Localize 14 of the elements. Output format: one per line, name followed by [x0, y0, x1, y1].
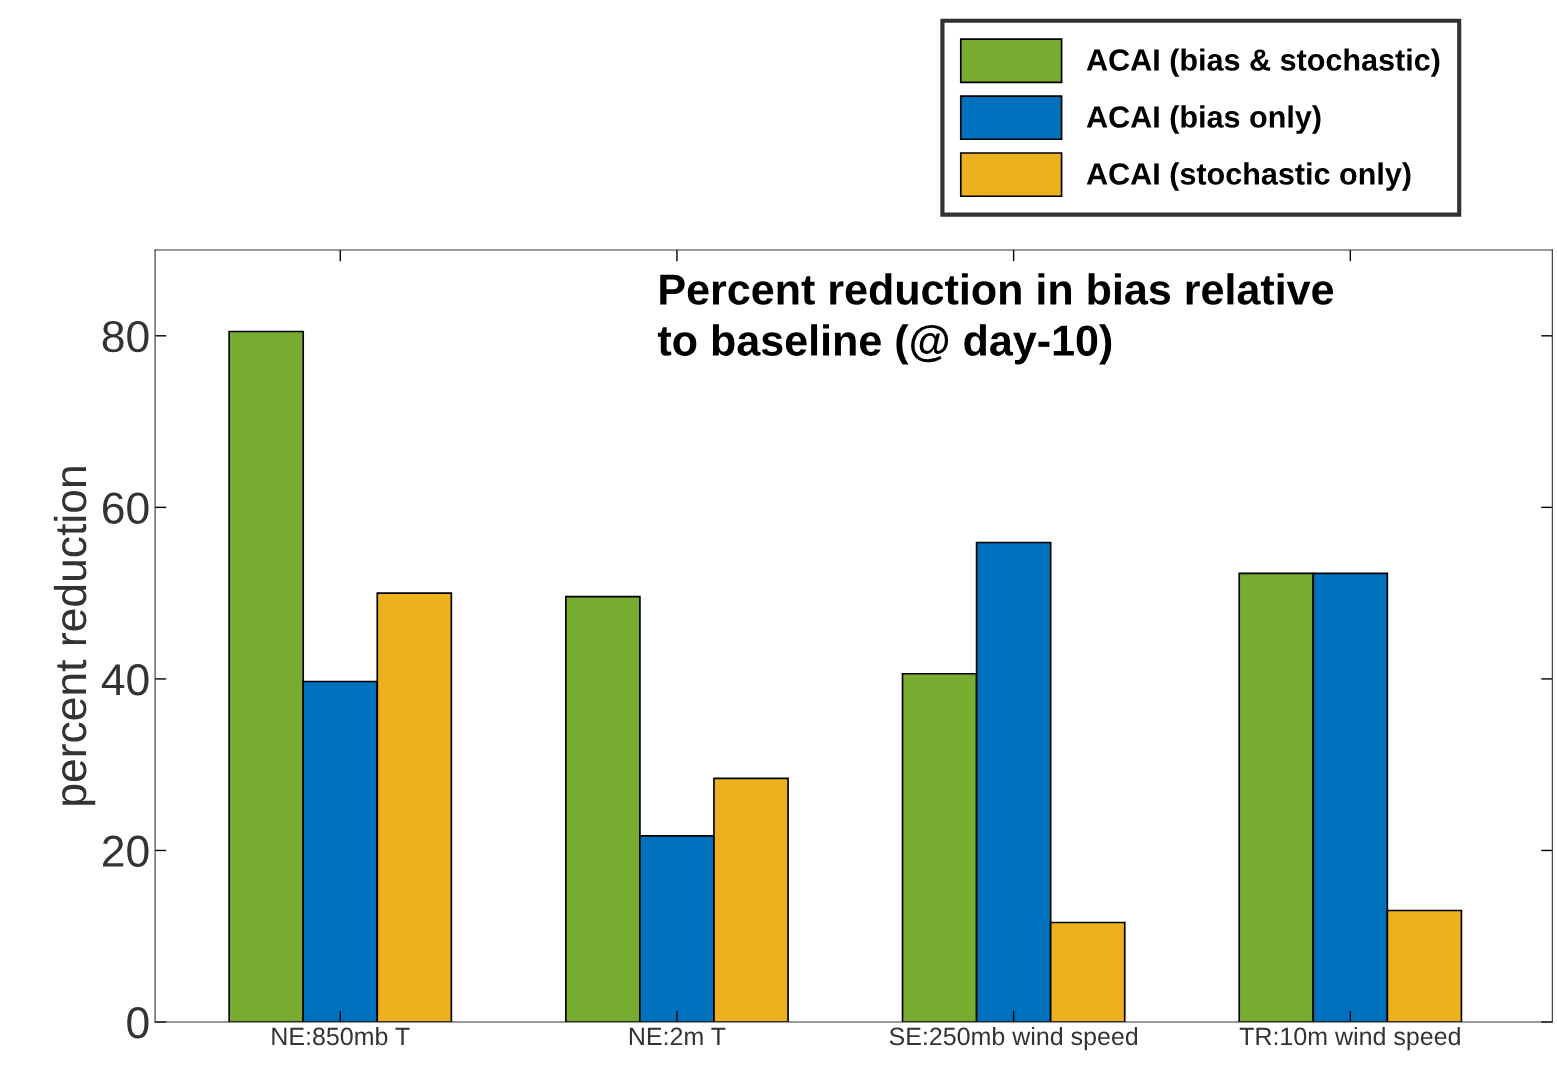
- x-tick-label: SE:250mb wind speed: [889, 1026, 1138, 1051]
- legend-label: ACAI (stochastic only): [1086, 162, 1411, 191]
- y-tick-label: 0: [127, 1007, 149, 1039]
- x-tick-label: NE:2m T: [629, 1027, 726, 1045]
- text: Percent reduction in bias relative to baseline (@ day-10): [657, 273, 1334, 365]
- y-tick-label: 60: [103, 492, 149, 524]
- y-tick-label: 20: [103, 835, 149, 868]
- legend-label: ACAI (bias & stochastic): [1086, 48, 1440, 77]
- y-tick-label: 40: [101, 663, 149, 696]
- x-tick-label: NE:850mb T: [272, 1026, 410, 1046]
- legend-label: ACAI (bias only): [1086, 105, 1321, 134]
- y-tick-label: 80: [102, 320, 149, 353]
- y-axis-title: percent reduction: [53, 467, 96, 805]
- x-tick-label: TR:10m wind speed: [1239, 1026, 1460, 1051]
